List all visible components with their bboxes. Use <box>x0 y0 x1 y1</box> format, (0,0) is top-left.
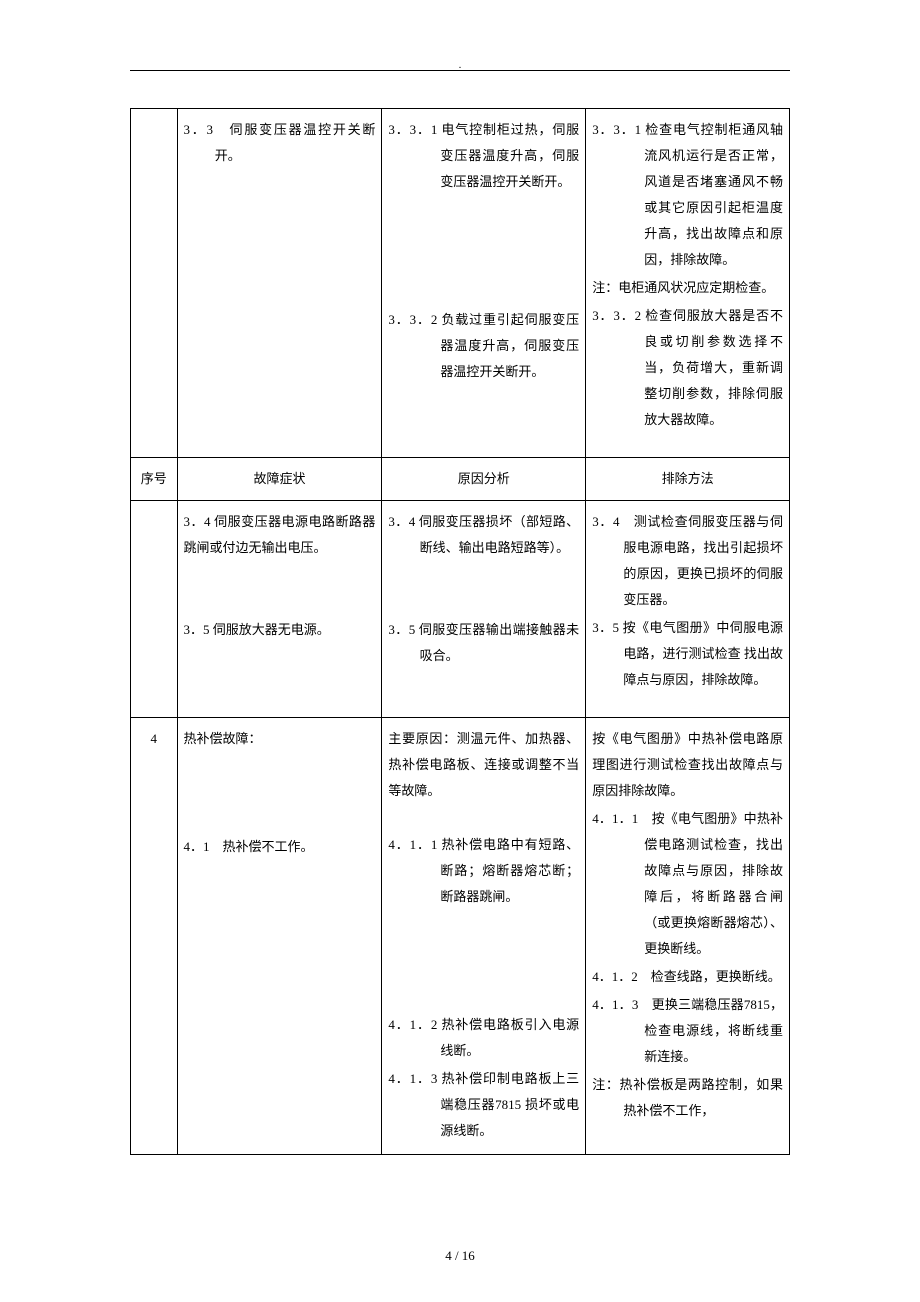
cell-seq: 4 <box>131 718 178 1155</box>
text-block: 3．3 伺服变压器温控开关断开。 <box>184 117 376 169</box>
text-block: 4．1．1 按《电气图册》中热补偿电路测试检查，找出故障点与原因，排除故障后，将… <box>592 806 783 962</box>
text-block: 3．5 伺服变压器输出端接触器未吸合。 <box>388 617 579 669</box>
cell-symptom: 3．4 伺服变压器电源电路断路器跳闸或付边无输出电压。 3．5 伺服放大器无电源… <box>177 501 382 718</box>
table-row: 4 热补偿故障： 4．1 热补偿不工作。 主要原因：测温元件、加热器、热补偿电路… <box>131 718 790 1155</box>
cell-cause: 3．4 伺服变压器损坏（部短路、断线、输出电路短路等）。 3．5 伺服变压器输出… <box>382 501 586 718</box>
text-block: 主要原因：测温元件、加热器、热补偿电路板、连接或调整不当等故障。 <box>388 726 579 804</box>
table-row: 3．4 伺服变压器电源电路断路器跳闸或付边无输出电压。 3．5 伺服放大器无电源… <box>131 501 790 718</box>
cell-solution: 按《电气图册》中热补偿电路原理图进行测试检查找出故障点与原因排除故障。 4．1．… <box>586 718 790 1155</box>
spacer <box>592 695 783 709</box>
spacer <box>592 435 783 449</box>
text-block: 3．3．2 负载过重引起伺服变压器温度升高，伺服变压器温控开关断开。 <box>388 307 579 385</box>
text-block: 按《电气图册》中热补偿电路原理图进行测试检查找出故障点与原因排除故障。 <box>592 726 783 804</box>
text-block: 3．5 按《电气图册》中伺服电源电路，进行测试检查 找出故障点与原因，排除故障。 <box>592 615 783 693</box>
cell-symptom: 3．3 伺服变压器温控开关断开。 <box>177 109 382 458</box>
text-note: 注：电柜通风状况应定期检查。 <box>592 275 783 301</box>
header-rule <box>130 70 790 71</box>
cell-cause: 3．3．1 电气控制柜过热，伺服变压器温度升高，伺服变压器温控开关断开。 3．3… <box>382 109 586 458</box>
page-number: 4 / 16 <box>0 1248 920 1264</box>
cell-symptom: 热补偿故障： 4．1 热补偿不工作。 <box>177 718 382 1155</box>
text-block: 3．3．1 检查电气控制柜通风轴流风机运行是否正常，风道是否堵塞通风不畅或其它原… <box>592 117 783 273</box>
spacer <box>388 197 579 307</box>
page-content: 3．3 伺服变压器温控开关断开。 3．3．1 电气控制柜过热，伺服变压器温度升高… <box>0 0 920 1205</box>
text-block: 3．3．1 电气控制柜过热，伺服变压器温度升高，伺服变压器温控开关断开。 <box>388 117 579 195</box>
table-header-row: 序号 故障症状 原因分析 排除方法 <box>131 458 790 501</box>
spacer <box>184 754 376 834</box>
header-solution: 排除方法 <box>586 458 790 501</box>
header-cause: 原因分析 <box>382 458 586 501</box>
text-block: 4．1．2 热补偿电路板引入电源线断。 <box>388 1012 579 1064</box>
text-block: 4．1．3 热补偿印制电路板上三端稳压器7815 损坏或电源线断。 <box>388 1066 579 1144</box>
cell-solution: 3．4 测试检查伺服变压器与伺服电源电路，找出引起损坏的原因，更换已损坏的伺服变… <box>586 501 790 718</box>
table-row: 3．3 伺服变压器温控开关断开。 3．3．1 电气控制柜过热，伺服变压器温度升高… <box>131 109 790 458</box>
spacer <box>388 806 579 832</box>
text-block: 4．1．3 更换三端稳压器7815，检查电源线，将断线重新连接。 <box>592 992 783 1070</box>
text-block: 4．1．1 热补偿电路中有短路、断路；熔断器熔芯断；断路器跳闸。 <box>388 832 579 910</box>
text-block: 热补偿故障： <box>184 726 376 752</box>
text-block: 3．4 伺服变压器电源电路断路器跳闸或付边无输出电压。 <box>184 509 376 561</box>
spacer <box>388 912 579 1012</box>
text-note: 注：热补偿板是两路控制，如果热补偿不工作， <box>592 1072 783 1124</box>
cell-seq <box>131 501 178 718</box>
cell-cause: 主要原因：测温元件、加热器、热补偿电路板、连接或调整不当等故障。 4．1．1 热… <box>382 718 586 1155</box>
text-block: 3．5 伺服放大器无电源。 <box>184 617 376 643</box>
cell-solution: 3．3．1 检查电气控制柜通风轴流风机运行是否正常，风道是否堵塞通风不畅或其它原… <box>586 109 790 458</box>
header-seq: 序号 <box>131 458 178 501</box>
spacer <box>388 563 579 617</box>
spacer <box>184 563 376 617</box>
text-block: 4．1 热补偿不工作。 <box>184 834 376 860</box>
text-block: 3．4 测试检查伺服变压器与伺服电源电路，找出引起损坏的原因，更换已损坏的伺服变… <box>592 509 783 613</box>
text-block: 4．1．2 检查线路，更换断线。 <box>592 964 783 990</box>
text-block: 3．4 伺服变压器损坏（部短路、断线、输出电路短路等）。 <box>388 509 579 561</box>
fault-table: 3．3 伺服变压器温控开关断开。 3．3．1 电气控制柜过热，伺服变压器温度升高… <box>130 108 790 1155</box>
text-block: 3．3．2 检查伺服放大器是否不良或切削参数选择不当，负荷增大，重新调整切削参数… <box>592 303 783 433</box>
cell-seq <box>131 109 178 458</box>
header-symptom: 故障症状 <box>177 458 382 501</box>
